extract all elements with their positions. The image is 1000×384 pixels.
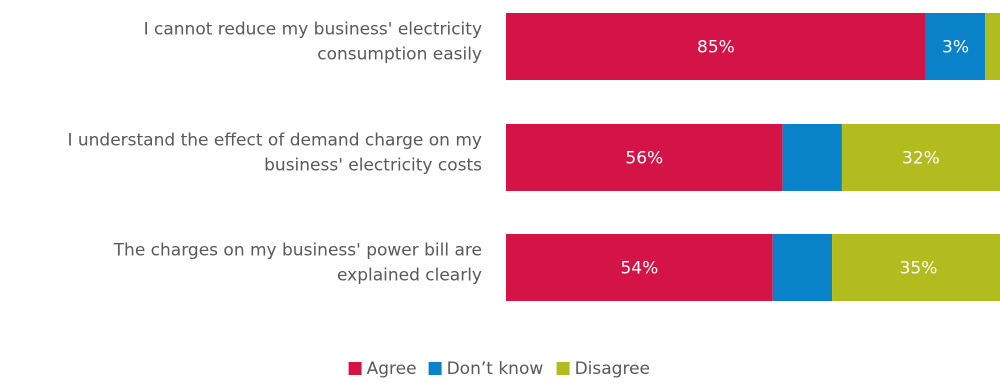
data-label: 35%	[900, 259, 938, 279]
legend-label: Agree	[367, 359, 417, 379]
bar-don-t-know-3	[772, 234, 833, 301]
bar-don-t-know-1	[925, 13, 986, 80]
category-label: explained clearly	[337, 266, 482, 286]
category-label: I cannot reduce my business' electricity	[144, 20, 482, 40]
legend-swatch	[348, 362, 362, 375]
legend-swatch	[556, 362, 570, 375]
bar-agree-1	[506, 13, 926, 80]
legend-label: Disagree	[575, 359, 650, 379]
bar-disagree-3	[832, 234, 1000, 301]
legend-swatch	[428, 362, 442, 375]
bar-agree-2	[506, 124, 783, 191]
bar-agree-3	[506, 234, 773, 301]
data-label: 54%	[620, 259, 658, 279]
data-label: 85%	[697, 38, 735, 58]
category-label: consumption easily	[317, 45, 482, 65]
bar-disagree-2	[841, 124, 1000, 191]
bar-don-t-know-2	[782, 124, 842, 191]
data-label: 56%	[625, 149, 663, 169]
legend-label: Don’t know	[447, 359, 544, 379]
category-label: The charges on my business' power bill a…	[113, 241, 482, 261]
bar-disagree-1	[985, 13, 1000, 80]
data-label: 32%	[902, 149, 940, 169]
category-label: I understand the effect of demand charge…	[67, 131, 482, 151]
data-label: 3%	[942, 38, 969, 58]
category-label: business' electricity costs	[264, 156, 482, 176]
